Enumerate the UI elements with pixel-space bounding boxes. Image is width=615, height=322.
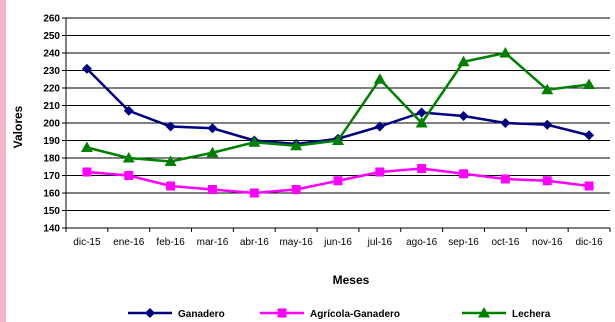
data-point	[80, 141, 93, 152]
data-point	[166, 181, 176, 191]
x-axis-title: Meses	[333, 273, 370, 287]
y-tick-label: 210	[43, 101, 60, 112]
series-line	[86, 51, 590, 163]
data-point	[500, 118, 511, 128]
x-tick-label: mar-16	[197, 237, 229, 248]
y-tick-label: 140	[43, 224, 60, 235]
data-point	[123, 105, 134, 116]
data-point	[207, 185, 217, 194]
data-point	[375, 167, 385, 177]
data-point	[541, 83, 554, 95]
data-point	[124, 171, 134, 180]
data-point	[584, 130, 595, 141]
y-tick-label: 180	[43, 154, 60, 165]
x-tick-label: oct-16	[491, 237, 519, 248]
x-tick-label: jun-16	[323, 237, 352, 248]
y-axis-ticks: 140 150 160 170 180 190 200 210 220 230 240 250 260	[43, 14, 66, 235]
series-lines	[80, 47, 596, 198]
x-tick-label: nov-16	[532, 237, 563, 248]
legend-marker	[478, 307, 490, 318]
legend-label: Lechera	[512, 309, 551, 320]
data-point	[459, 169, 469, 179]
x-tick-label: abr-16	[240, 237, 269, 248]
gridlines	[66, 17, 610, 229]
data-point	[457, 55, 470, 67]
x-tick-label: dic-16	[575, 237, 603, 248]
legend-marker	[277, 308, 287, 318]
data-point	[458, 111, 469, 121]
data-point	[417, 164, 427, 173]
y-tick-label: 220	[43, 84, 60, 95]
y-tick-label: 160	[43, 189, 60, 200]
data-point	[332, 134, 344, 145]
data-point	[415, 117, 428, 128]
data-point	[374, 121, 385, 132]
data-point	[165, 121, 176, 132]
data-point	[249, 188, 259, 198]
data-point	[248, 136, 261, 147]
data-point	[207, 123, 218, 134]
data-point	[542, 176, 552, 186]
legend: Ganadero Agrícola-Ganadero Lechera	[128, 307, 551, 320]
x-tick-label: may-16	[279, 237, 313, 248]
legend-entry: Agrícola-Ganadero	[260, 308, 400, 320]
y-tick-label: 200	[43, 119, 60, 130]
data-point	[291, 185, 301, 194]
x-tick-label: dic-15	[73, 237, 101, 248]
x-tick-label: ene-16	[113, 237, 145, 248]
data-point	[290, 139, 303, 151]
data-point	[416, 107, 427, 118]
data-point	[82, 167, 92, 177]
data-point	[584, 181, 594, 191]
legend-entry: Ganadero	[128, 308, 225, 320]
x-tick-label: feb-16	[156, 237, 185, 248]
data-point	[206, 146, 219, 158]
data-point	[164, 155, 177, 166]
y-tick-label: 190	[43, 136, 60, 147]
legend-label: Ganadero	[178, 309, 225, 320]
y-tick-label: 250	[43, 31, 60, 42]
legend-label: Agrícola-Ganadero	[310, 309, 400, 320]
x-tick-label: jul-16	[367, 237, 393, 248]
data-point	[499, 47, 512, 58]
data-point	[542, 119, 553, 130]
y-tick-label: 230	[43, 66, 60, 77]
data-point	[122, 152, 135, 163]
y-tick-label: 240	[43, 49, 60, 60]
series-lechera	[80, 47, 596, 166]
y-tick-label: 170	[43, 171, 60, 182]
y-axis-title: Valores	[11, 105, 25, 148]
x-tick-label: sep-16	[448, 237, 479, 248]
left-border-strip	[0, 0, 6, 322]
legend-marker	[145, 308, 155, 318]
data-point	[583, 78, 596, 89]
legend-entry: Lechera	[462, 307, 551, 320]
data-point	[333, 176, 343, 186]
series-agr-cola-ganadero	[82, 164, 594, 198]
series-line	[86, 67, 590, 146]
y-tick-label: 150	[43, 206, 60, 217]
data-point	[500, 174, 510, 184]
data-point	[81, 63, 92, 74]
x-axis-ticks: dic-15 ene-16 feb-16 mar-16 abr-16 may-16 jun-…	[65, 228, 611, 248]
y-tick-label: 260	[43, 14, 60, 25]
x-tick-label: ago-16	[406, 237, 438, 248]
data-point	[373, 73, 386, 84]
